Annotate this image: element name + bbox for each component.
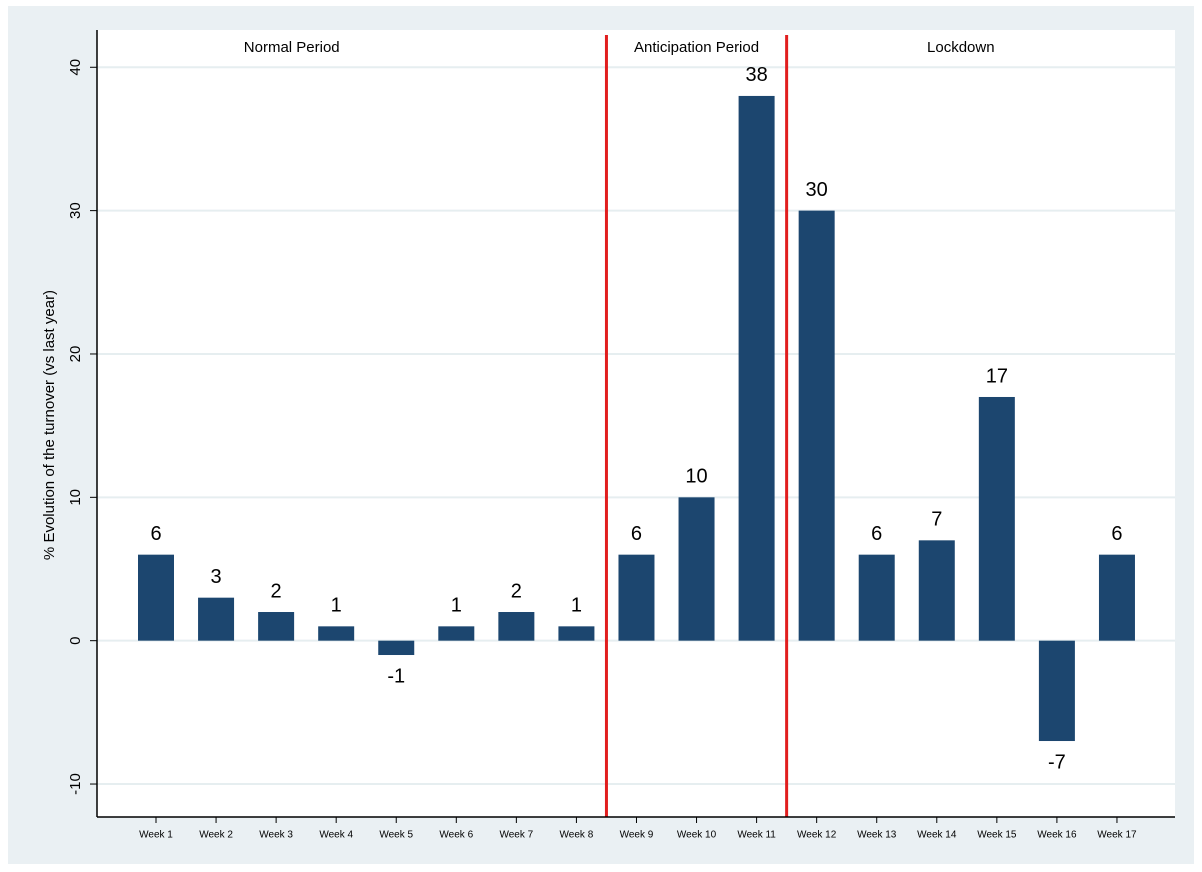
y-tick-label: -10: [67, 773, 84, 795]
value-label: 10: [685, 466, 707, 488]
x-tick-label: Week 15: [977, 830, 1017, 841]
bar: [438, 626, 475, 641]
x-tick-label: Week 5: [379, 830, 413, 841]
bar: [1098, 554, 1135, 641]
y-axis-label: % Evolution of the turnover (vs last yea…: [41, 290, 58, 560]
bar: [258, 612, 295, 641]
value-label: 6: [871, 523, 882, 545]
y-tick-label: 20: [67, 346, 84, 363]
period-label: Normal Period: [244, 39, 340, 56]
bar: [558, 626, 595, 641]
value-label: 2: [511, 580, 522, 602]
value-label: 1: [331, 595, 342, 617]
value-label: 7: [931, 509, 942, 531]
value-label: 1: [451, 595, 462, 617]
x-tick-label: Week 14: [917, 830, 957, 841]
value-label: 38: [745, 64, 767, 86]
value-label: 6: [631, 523, 642, 545]
x-tick-label: Week 8: [560, 830, 594, 841]
bar: [918, 540, 955, 641]
period-label: Lockdown: [927, 39, 995, 56]
bar: [378, 640, 415, 656]
bar: [978, 396, 1015, 641]
x-tick-label: Week 1: [139, 830, 173, 841]
x-tick-label: Week 16: [1037, 830, 1077, 841]
x-tick-label: Week 17: [1097, 830, 1137, 841]
value-label: 30: [806, 179, 828, 201]
value-label: 1: [571, 595, 582, 617]
y-tick-label: 10: [67, 489, 84, 506]
value-label: 6: [150, 523, 161, 545]
x-tick-label: Week 13: [857, 830, 897, 841]
bar: [498, 612, 535, 641]
y-tick-label: 0: [67, 637, 84, 645]
y-tick-label: 40: [67, 59, 84, 76]
value-label: 3: [210, 566, 221, 588]
x-tick-label: Week 2: [199, 830, 233, 841]
x-tick-label: Week 11: [737, 830, 776, 841]
value-label: 17: [986, 365, 1008, 387]
value-label: 2: [271, 580, 282, 602]
bar: [858, 554, 895, 641]
period-label: Anticipation Period: [634, 39, 759, 56]
x-tick-label: Week 3: [259, 830, 293, 841]
bar: [1038, 640, 1075, 742]
bar: [678, 497, 715, 641]
bar: [798, 210, 835, 641]
bar: [198, 597, 235, 641]
x-tick-label: Week 6: [439, 830, 473, 841]
bar: [618, 554, 655, 641]
x-tick-label: Week 12: [797, 830, 837, 841]
value-label: 6: [1111, 523, 1122, 545]
x-tick-label: Week 10: [677, 830, 717, 841]
x-tick-label: Week 9: [620, 830, 654, 841]
bar: [318, 626, 355, 641]
value-label: -1: [387, 665, 405, 687]
y-tick-label: 30: [67, 202, 84, 219]
bar: [738, 95, 775, 641]
value-label: -7: [1048, 751, 1066, 773]
bar: [138, 554, 174, 641]
x-tick-label: Week 7: [499, 830, 533, 841]
x-tick-label: Week 4: [319, 830, 353, 841]
